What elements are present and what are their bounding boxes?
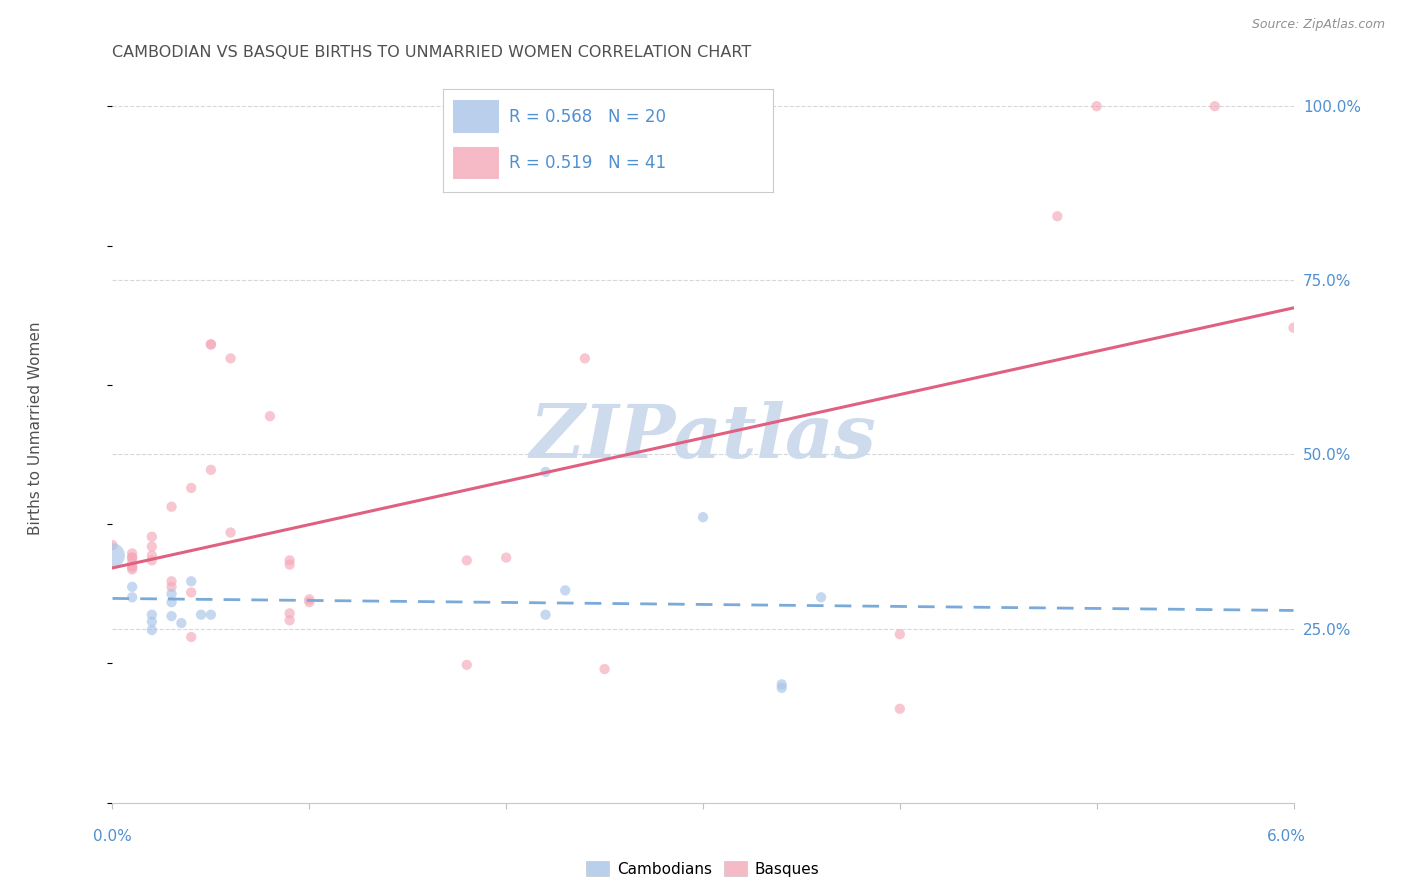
Point xyxy=(278,553,301,567)
Text: R = 0.519   N = 41: R = 0.519 N = 41 xyxy=(509,154,666,172)
Point xyxy=(141,553,163,567)
Point xyxy=(121,560,143,574)
Bar xyxy=(453,146,499,179)
Point xyxy=(141,615,163,629)
Text: Source: ZipAtlas.com: Source: ZipAtlas.com xyxy=(1251,18,1385,31)
Point xyxy=(170,616,193,631)
Point xyxy=(219,525,242,540)
Point xyxy=(180,585,202,599)
Point xyxy=(141,540,163,554)
Point xyxy=(101,538,124,552)
Point xyxy=(141,549,163,563)
Point xyxy=(1204,99,1226,113)
Text: CAMBODIAN VS BASQUE BIRTHS TO UNMARRIED WOMEN CORRELATION CHART: CAMBODIAN VS BASQUE BIRTHS TO UNMARRIED … xyxy=(112,45,752,60)
Point xyxy=(141,530,163,544)
Point xyxy=(200,607,222,622)
Point xyxy=(121,556,143,570)
Point xyxy=(770,681,793,695)
Point xyxy=(456,553,478,567)
Point xyxy=(278,607,301,621)
Legend: Cambodians, Basques: Cambodians, Basques xyxy=(581,855,825,883)
Point xyxy=(200,463,222,477)
Point xyxy=(190,607,212,622)
Point xyxy=(534,465,557,479)
Text: R = 0.568   N = 20: R = 0.568 N = 20 xyxy=(509,108,666,126)
Text: 6.0%: 6.0% xyxy=(1267,830,1306,844)
Point xyxy=(298,592,321,607)
Bar xyxy=(453,101,499,133)
Point xyxy=(180,481,202,495)
Point xyxy=(160,609,183,624)
Point xyxy=(180,574,202,589)
Point xyxy=(121,580,143,594)
Point xyxy=(121,550,143,565)
Point xyxy=(160,574,183,589)
Point xyxy=(574,351,596,366)
Point xyxy=(101,549,124,563)
Point xyxy=(219,351,242,366)
Point xyxy=(141,623,163,637)
Point xyxy=(495,550,517,565)
Point xyxy=(278,613,301,627)
Point xyxy=(259,409,281,424)
Point xyxy=(121,591,143,605)
Point xyxy=(160,595,183,609)
Text: Births to Unmarried Women: Births to Unmarried Women xyxy=(28,321,42,535)
Point xyxy=(692,510,714,524)
Point xyxy=(180,630,202,644)
Point xyxy=(278,558,301,572)
Point xyxy=(534,607,557,622)
Point xyxy=(141,607,163,622)
Point xyxy=(1085,99,1108,113)
Point xyxy=(200,337,222,351)
Point xyxy=(593,662,616,676)
Text: ZIPatlas: ZIPatlas xyxy=(530,401,876,474)
Point xyxy=(160,580,183,594)
Point xyxy=(889,702,911,716)
Point xyxy=(121,558,143,573)
Point xyxy=(200,337,222,351)
Point xyxy=(160,587,183,601)
Text: 0.0%: 0.0% xyxy=(93,830,132,844)
Point xyxy=(889,627,911,641)
Point xyxy=(121,546,143,560)
Point xyxy=(1282,320,1305,334)
Point xyxy=(1046,209,1069,223)
Point xyxy=(554,583,576,598)
Point xyxy=(121,562,143,576)
Point xyxy=(810,591,832,605)
Point xyxy=(121,550,143,565)
Point xyxy=(160,500,183,514)
Point xyxy=(298,595,321,609)
Point xyxy=(456,657,478,672)
Point xyxy=(770,677,793,691)
